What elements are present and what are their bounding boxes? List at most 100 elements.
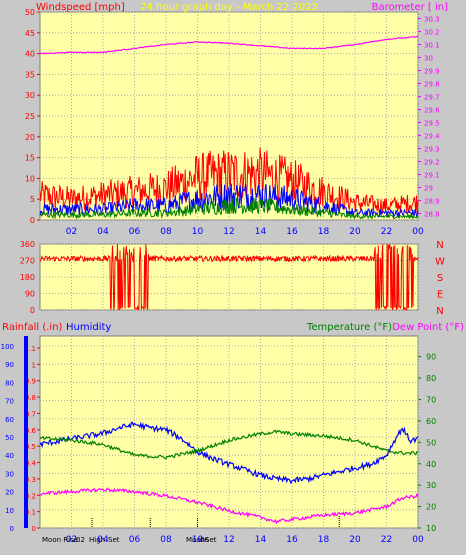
humidity-y-tick-label: 60 <box>5 416 14 424</box>
climate-x-tick-label: 10 <box>192 535 204 545</box>
wind-y-tick-label: 20 <box>25 133 35 142</box>
dew-point-line <box>39 487 419 525</box>
temp-y-tick-label: 40 <box>426 460 436 469</box>
wind-y-tick-label: 30 <box>25 91 35 100</box>
climate-x-tick-label: 04 <box>97 535 109 545</box>
temp-y-tick-label: 60 <box>426 417 436 426</box>
humidity-y-tick-label: 0 <box>10 525 14 533</box>
humidity-y-tick-label: 50 <box>5 434 14 442</box>
wind-y-tick-label: 15 <box>25 154 35 163</box>
chart-title: 24 hour graph day - March 22 2022 <box>140 2 318 13</box>
wind-y-tick-label: 25 <box>25 112 35 121</box>
temperature-line <box>39 429 419 460</box>
barometer-line <box>39 35 419 55</box>
temp-y-tick-label: 80 <box>426 374 436 383</box>
set-label: Set <box>205 536 217 544</box>
humidity-y-tick-label: 30 <box>5 470 14 478</box>
wind-y-tick-label: 50 <box>25 8 35 17</box>
humidity-axis-bar <box>24 336 28 528</box>
climate-x-tick-label: 02 <box>66 535 77 545</box>
humidity-y-tick-label: 80 <box>5 379 14 387</box>
rain-y-tick-label: 0.2 <box>25 492 36 500</box>
temp-y-tick-label: 90 <box>426 353 436 362</box>
wind-x-tick-label: 16 <box>286 227 298 237</box>
rain-y-tick-label: 0.7 <box>25 410 36 418</box>
compass-label: S <box>437 273 443 284</box>
humidity-y-tick-label: 100 <box>1 343 14 351</box>
wind-series-line <box>39 183 419 218</box>
set-label: Set <box>108 536 120 544</box>
rain-y-tick-label: 0.3 <box>25 476 36 484</box>
baro-y-tick-label: 28.8 <box>424 211 440 219</box>
baro-y-tick-label: 29.4 <box>424 133 440 141</box>
wind-x-tick-label: 06 <box>129 227 141 237</box>
temp-y-tick-label: 50 <box>426 438 436 447</box>
high-label: High <box>89 536 105 544</box>
rain-y-tick-label: 1.1 <box>25 345 36 353</box>
direction-y-tick-label: 360 <box>20 240 35 249</box>
wind-x-tick-label: 20 <box>349 227 361 237</box>
baro-y-tick-label: 29.9 <box>424 68 440 76</box>
direction-y-tick-label: 90 <box>25 290 35 299</box>
climate-x-tick-label: 06 <box>129 535 141 545</box>
wind-y-tick-label: 10 <box>25 174 35 183</box>
dewpoint-axis-label: Dew Point (°F) <box>392 322 464 333</box>
wind-x-tick-label: 18 <box>318 227 330 237</box>
humidity-y-tick-label: 20 <box>5 489 14 497</box>
direction-y-tick-label: 0 <box>30 306 35 315</box>
baro-y-tick-label: 30.1 <box>424 42 440 50</box>
wind-x-tick-label: 22 <box>381 227 392 237</box>
humidity-line <box>39 421 419 485</box>
humidity-y-tick-label: 40 <box>5 452 14 460</box>
wind-series-line <box>40 197 419 220</box>
compass-label: W <box>435 257 445 268</box>
climate-x-tick-label: 00 <box>412 535 424 545</box>
climate-x-tick-label: 14 <box>255 535 267 545</box>
wind-y-tick-label: 0 <box>30 216 35 225</box>
windspeed-axis-label: Windspeed [mph] <box>36 2 125 13</box>
baro-y-tick-label: 30.3 <box>424 16 440 24</box>
rain-y-tick-label: 0.6 <box>25 427 37 435</box>
wind-x-tick-label: 12 <box>223 227 234 237</box>
wind-x-tick-label: 08 <box>160 227 172 237</box>
wind-x-tick-label: 02 <box>66 227 77 237</box>
event-time-label: 02 <box>76 536 85 544</box>
event-time-label: 06 <box>200 536 209 544</box>
humidity-y-tick-label: 70 <box>5 398 14 406</box>
rainfall-axis-label: Rainfall (.in) <box>2 322 63 333</box>
wind-x-tick-label: 00 <box>412 227 424 237</box>
rain-y-tick-label: 0 <box>32 525 36 533</box>
direction-y-tick-label: 270 <box>20 257 35 266</box>
direction-y-tick-label: 180 <box>20 273 35 282</box>
rain-y-tick-label: 0.5 <box>25 443 36 451</box>
baro-y-tick-label: 30.2 <box>424 29 440 37</box>
wind-series-line <box>39 147 419 215</box>
rain-y-tick-label: 0.9 <box>25 378 36 386</box>
baro-y-tick-label: 29.8 <box>424 81 440 89</box>
rain-y-tick-label: 0.1 <box>25 509 36 517</box>
climate-x-tick-label: 22 <box>381 535 392 545</box>
compass-label: N <box>436 306 443 317</box>
humidity-y-tick-label: 10 <box>5 507 14 515</box>
wind-y-tick-label: 40 <box>25 50 35 59</box>
rain-y-tick-label: 0.4 <box>25 460 37 468</box>
moon-rise-label: Moon Rise <box>42 536 78 544</box>
wind-x-tick-label: 14 <box>255 227 267 237</box>
temp-y-tick-label: 20 <box>426 503 436 512</box>
climate-x-tick-label: 18 <box>318 535 330 545</box>
baro-y-tick-label: 29 <box>424 185 433 193</box>
temp-y-tick-label: 10 <box>426 524 436 533</box>
rain-y-tick-label: 0.8 <box>25 394 36 402</box>
wind-y-tick-label: 5 <box>30 195 35 204</box>
climate-x-tick-label: 16 <box>286 535 298 545</box>
moon-label: Moon <box>186 536 205 544</box>
baro-y-tick-label: 29.5 <box>424 120 440 128</box>
humidity-y-tick-label: 90 <box>5 361 14 369</box>
humidity-axis-label: Humidity <box>66 322 111 333</box>
wind-y-tick-label: 45 <box>25 29 35 38</box>
temp-y-tick-label: 70 <box>426 396 436 405</box>
climate-x-tick-label: 12 <box>223 535 234 545</box>
baro-y-tick-label: 29.3 <box>424 146 440 154</box>
baro-y-tick-label: 29.7 <box>424 94 440 102</box>
